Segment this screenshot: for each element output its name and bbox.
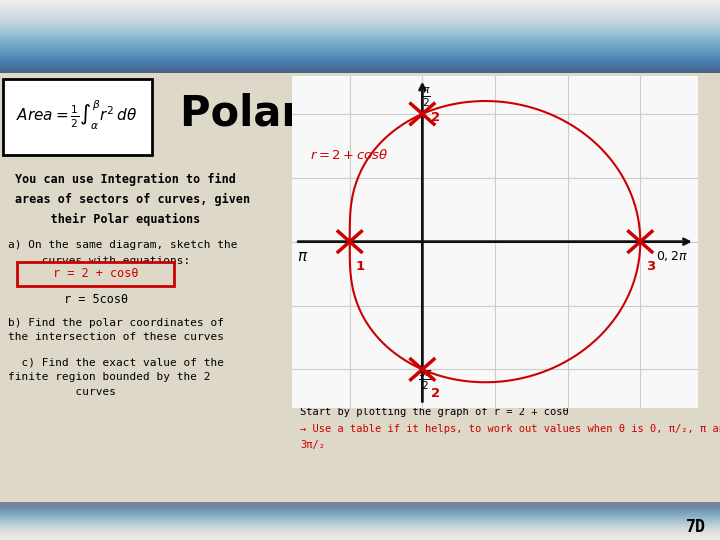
- Text: $\frac{\pi}{2}$: $\frac{\pi}{2}$: [422, 85, 431, 109]
- Text: Polar Coordinates: Polar Coordinates: [181, 93, 600, 135]
- Text: 3: 3: [646, 260, 655, 273]
- Text: areas of sectors of curves, given: areas of sectors of curves, given: [15, 193, 250, 206]
- Text: $r = 2 + cos\theta$: $r = 2 + cos\theta$: [310, 148, 388, 163]
- Text: 1: 1: [356, 260, 364, 273]
- Text: 2: 2: [431, 387, 440, 400]
- Text: You can use Integration to find: You can use Integration to find: [15, 173, 236, 186]
- Text: curves with equations:: curves with equations:: [8, 255, 190, 266]
- Text: Start by plotting the graph of r = 2 + cosθ: Start by plotting the graph of r = 2 + c…: [300, 407, 569, 417]
- Text: finite region bounded by the 2: finite region bounded by the 2: [8, 373, 210, 382]
- Text: 2: 2: [431, 111, 440, 124]
- Text: b) Find the polar coordinates of: b) Find the polar coordinates of: [8, 318, 224, 327]
- Text: $\pi$: $\pi$: [297, 249, 309, 264]
- FancyBboxPatch shape: [3, 79, 152, 155]
- Text: r = 2 + cosθ: r = 2 + cosθ: [53, 267, 139, 280]
- Text: $\mathit{Area} = \frac{1}{2}\int_{\alpha}^{\beta} r^2\, d\theta$: $\mathit{Area} = \frac{1}{2}\int_{\alpha…: [17, 98, 138, 132]
- Text: their Polar equations: their Polar equations: [15, 213, 200, 226]
- Text: r = 5cosθ: r = 5cosθ: [64, 293, 128, 306]
- Text: the intersection of these curves: the intersection of these curves: [8, 333, 224, 342]
- Text: a) On the same diagram, sketch the: a) On the same diagram, sketch the: [8, 240, 238, 249]
- Text: $\frac{3\pi}{2}$: $\frac{3\pi}{2}$: [418, 366, 433, 391]
- Text: $0, 2\pi$: $0, 2\pi$: [655, 249, 688, 264]
- FancyBboxPatch shape: [17, 261, 174, 286]
- Text: c) Find the exact value of the: c) Find the exact value of the: [8, 357, 224, 367]
- Text: → Use a table if it helps, to work out values when θ is 0, π/₂, π and: → Use a table if it helps, to work out v…: [300, 424, 720, 434]
- Text: 3π/₂: 3π/₂: [300, 440, 325, 450]
- Text: 7D: 7D: [685, 518, 706, 536]
- Text: curves: curves: [8, 387, 116, 397]
